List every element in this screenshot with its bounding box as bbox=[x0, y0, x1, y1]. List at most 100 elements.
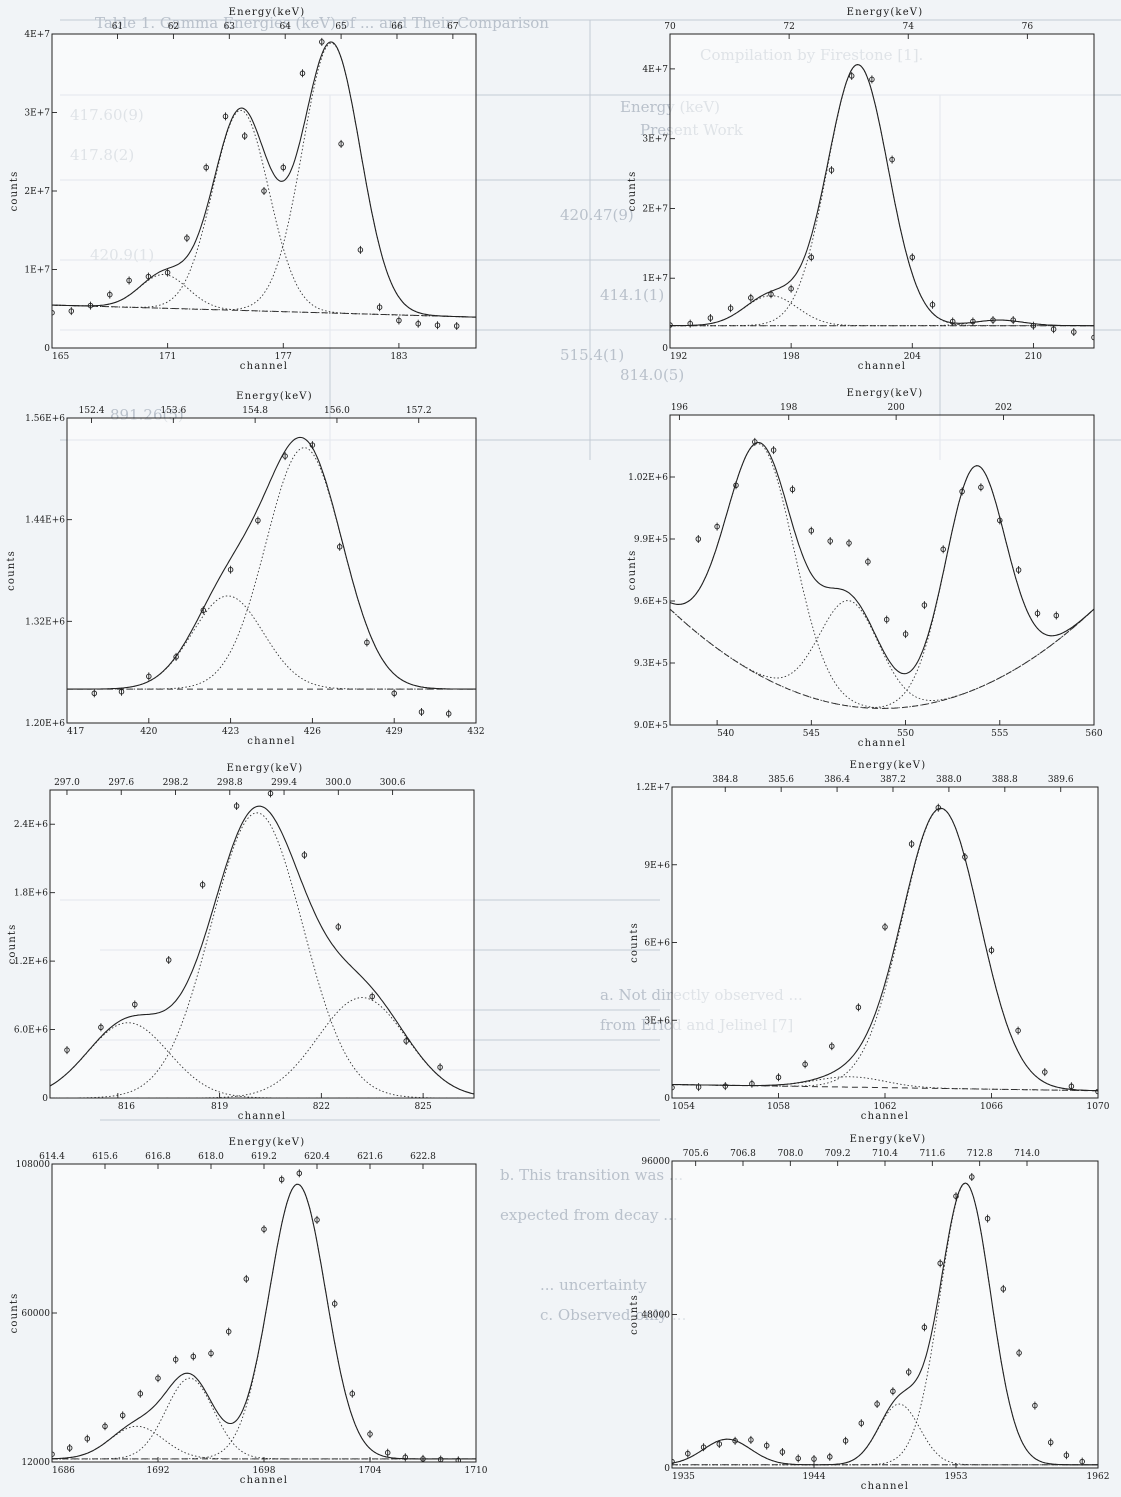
channel-axis-title: channel bbox=[240, 1475, 288, 1486]
data-point bbox=[1095, 1088, 1098, 1095]
top-tick-label: 709.2 bbox=[825, 1149, 851, 1159]
spectrum-panel-8: 1935 1944 1953 1962 0 48000 96000 705.6 706.8 708… bbox=[629, 1134, 1109, 1492]
top-tick-label: 202 bbox=[995, 403, 1012, 413]
top-tick-label: 61 bbox=[112, 22, 123, 32]
top-tick-label: 388.0 bbox=[936, 775, 962, 785]
top-tick-label: 64 bbox=[279, 22, 291, 32]
top-tick-label: 300.0 bbox=[325, 778, 351, 788]
spectrum-plot: 816 819 822 825 0 6.0E+6 1.2E+6 1.8E+6 2.4E+6 297… bbox=[7, 763, 475, 1122]
top-tick-label: 76 bbox=[1022, 22, 1034, 32]
energy-axis-title: Energy(keV) bbox=[229, 7, 306, 18]
x-tick-label: 192 bbox=[670, 352, 687, 362]
top-tick-label: 384.8 bbox=[712, 775, 738, 785]
peak-component-3 bbox=[670, 319, 1094, 327]
top-tick-label: 198 bbox=[780, 403, 797, 413]
y-tick-label: 0 bbox=[44, 344, 50, 354]
top-tick-label: 708.0 bbox=[777, 1149, 803, 1159]
channel-axis-title: channel bbox=[238, 1111, 286, 1122]
top-tick-label: 300.6 bbox=[380, 778, 406, 788]
counts-axis-title: counts bbox=[9, 171, 20, 212]
x-tick-label: 1710 bbox=[465, 1466, 488, 1476]
energy-axis-title: Energy(keV) bbox=[227, 763, 304, 774]
y-tick-label: 3E+7 bbox=[642, 135, 668, 145]
top-tick-label: 620.4 bbox=[304, 1152, 330, 1162]
top-tick-label: 714.0 bbox=[1014, 1149, 1040, 1159]
top-tick-label: 157.2 bbox=[406, 406, 432, 416]
energy-axis-title: Energy(keV) bbox=[850, 760, 927, 771]
top-tick-label: 70 bbox=[664, 22, 676, 32]
data-point bbox=[52, 309, 55, 316]
x-tick-label: 1686 bbox=[52, 1466, 75, 1476]
top-tick-label: 299.4 bbox=[271, 778, 297, 788]
x-tick-label: 1058 bbox=[767, 1102, 790, 1112]
x-tick-label: 1054 bbox=[672, 1102, 695, 1112]
x-tick-label: 429 bbox=[386, 727, 403, 737]
spectrum-panel-3: 417 420 423 426 429 432 1.20E+6 1.32E+6 1.44E+6 1… bbox=[6, 391, 485, 747]
y-tick-label: 12000 bbox=[21, 1458, 50, 1468]
counts-axis-title: counts bbox=[629, 922, 640, 963]
top-tick-label: 387.2 bbox=[880, 775, 906, 785]
total-fit-curve bbox=[672, 807, 1098, 1092]
plot-frame bbox=[51, 1163, 477, 1463]
top-tick-label: 388.8 bbox=[992, 775, 1018, 785]
y-tick-label: 1.44E+6 bbox=[25, 516, 65, 526]
spectrum-panel-4: 540 545 550 555 560 9.0E+5 9.3E+5 9.6E+5 9.9E+5 1… bbox=[627, 388, 1103, 749]
top-tick-label: 72 bbox=[783, 22, 794, 32]
x-tick-label: 825 bbox=[415, 1102, 432, 1112]
counts-axis-title: counts bbox=[9, 1293, 20, 1334]
x-tick-label: 545 bbox=[803, 729, 820, 739]
x-tick-label: 1070 bbox=[1087, 1102, 1110, 1112]
peak-component-1 bbox=[67, 595, 476, 690]
spectrum-panel-1: 165 171 177 183 0 1E+7 2E+7 3E+7 4E+7 61 62 63 64 65 6… bbox=[9, 7, 477, 372]
y-tick-label: 1E+7 bbox=[642, 274, 668, 284]
top-tick-label: 385.6 bbox=[768, 775, 794, 785]
top-tick-label: 705.6 bbox=[683, 1149, 709, 1159]
top-tick-label: 389.6 bbox=[1048, 775, 1074, 785]
plot-frame bbox=[66, 417, 477, 724]
plot-frame bbox=[669, 414, 1095, 726]
channel-axis-title: channel bbox=[858, 361, 906, 372]
top-tick-label: 62 bbox=[168, 22, 179, 32]
y-tick-label: 2E+7 bbox=[642, 204, 668, 214]
spectrum-plot: 192 198 204 210 0 1E+7 2E+7 3E+7 4E+7 70 72 74 76 Ene… bbox=[627, 7, 1095, 372]
y-tick-label: 96000 bbox=[641, 1157, 670, 1167]
plot-frame bbox=[671, 786, 1099, 1099]
y-tick-label: 2E+7 bbox=[24, 187, 50, 197]
top-tick-label: 196 bbox=[671, 403, 688, 413]
show-through-text: 515.4(1) bbox=[560, 346, 624, 364]
show-through-text: 420.47(9) bbox=[560, 206, 634, 224]
spectrum-panel-2: 192 198 204 210 0 1E+7 2E+7 3E+7 4E+7 70 72 74 76 Ene… bbox=[627, 7, 1095, 372]
energy-axis-title: Energy(keV) bbox=[847, 388, 924, 399]
x-tick-label: 550 bbox=[897, 729, 914, 739]
counts-axis-title: counts bbox=[627, 550, 638, 591]
plot-area bbox=[672, 1173, 1098, 1466]
spectrum-plot: 1935 1944 1953 1962 0 48000 96000 705.6 706.8 708… bbox=[629, 1134, 1109, 1492]
total-fit-curve bbox=[672, 1182, 1098, 1466]
top-tick-label: 74 bbox=[903, 22, 915, 32]
data-point bbox=[670, 322, 673, 328]
y-tick-label: 0 bbox=[42, 1094, 48, 1104]
x-tick-label: 198 bbox=[783, 352, 800, 362]
y-tick-label: 9.0E+5 bbox=[634, 721, 668, 731]
counts-axis-title: counts bbox=[7, 924, 18, 965]
y-tick-label: 6.0E+6 bbox=[14, 1026, 48, 1036]
y-tick-label: 1.2E+6 bbox=[14, 957, 48, 967]
top-tick-label: 154.8 bbox=[242, 406, 268, 416]
peak-component-3 bbox=[670, 465, 1094, 709]
total-fit-curve bbox=[52, 41, 476, 318]
data-point bbox=[672, 1458, 675, 1465]
top-tick-label: 66 bbox=[391, 22, 403, 32]
plot-area bbox=[670, 437, 1094, 709]
spectrum-plot: 417 420 423 426 429 432 1.20E+6 1.32E+6 1.44E+6 1… bbox=[6, 391, 485, 747]
peak-component-1 bbox=[52, 1425, 476, 1460]
channel-axis-title: channel bbox=[861, 1111, 909, 1122]
channel-axis-title: channel bbox=[861, 1481, 909, 1492]
x-tick-label: 426 bbox=[304, 727, 321, 737]
spectrum-panel-6: 1054 1058 1062 1066 1070 0 3E+6 6E+6 9E+6 1.2E+7 3… bbox=[629, 760, 1110, 1122]
y-tick-label: 1.2E+7 bbox=[636, 783, 670, 793]
spectrum-plot: 1054 1058 1062 1066 1070 0 3E+6 6E+6 9E+6 1.2E+7 3… bbox=[629, 760, 1110, 1122]
top-tick-label: 200 bbox=[888, 403, 905, 413]
data-point bbox=[52, 1451, 55, 1457]
show-through-text: 814.0(5) bbox=[620, 366, 684, 384]
top-tick-label: 706.8 bbox=[730, 1149, 756, 1159]
